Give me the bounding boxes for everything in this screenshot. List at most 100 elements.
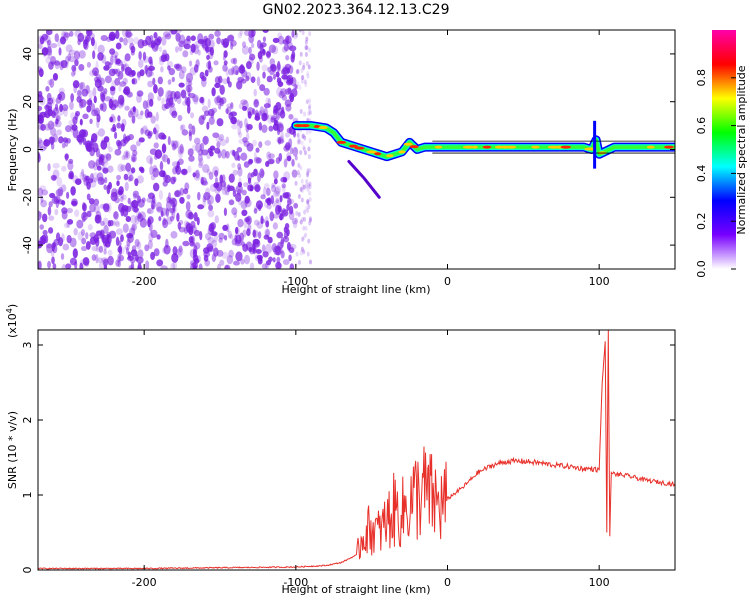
noise-blob xyxy=(255,248,262,254)
noise-blob xyxy=(58,237,64,247)
noise-blob xyxy=(99,103,104,112)
noise-blob xyxy=(147,111,153,118)
noise-blob xyxy=(204,259,211,267)
noise-blob xyxy=(115,188,122,198)
noise-blob xyxy=(264,228,271,238)
noise-blob xyxy=(240,258,245,265)
x-tick-label: 100 xyxy=(589,576,610,589)
noise-blob xyxy=(303,79,307,85)
noise-blob xyxy=(59,103,64,113)
noise-blob xyxy=(225,67,229,76)
noise-blob xyxy=(88,198,95,205)
noise-blob xyxy=(175,32,181,42)
noise-blob xyxy=(70,186,76,196)
noise-blob xyxy=(108,98,114,109)
noise-blob xyxy=(152,77,156,86)
noise-blob xyxy=(38,152,41,163)
noise-blob xyxy=(77,32,85,43)
noise-blob xyxy=(86,210,92,218)
noise-blob xyxy=(97,176,105,186)
noise-blob xyxy=(195,169,200,179)
ridge-peak xyxy=(398,150,406,154)
noise-blob xyxy=(192,265,197,269)
noise-blob xyxy=(115,42,122,50)
noise-blob xyxy=(110,55,114,66)
noise-blob xyxy=(54,103,59,111)
noise-blob xyxy=(48,136,56,144)
noise-blob xyxy=(91,133,98,143)
noise-blob xyxy=(92,177,97,183)
noise-blob xyxy=(130,144,137,152)
noise-blob xyxy=(193,258,200,264)
noise-blob xyxy=(240,78,247,84)
noise-blob xyxy=(52,162,60,169)
noise-blob xyxy=(119,196,124,203)
noise-blob xyxy=(137,38,145,49)
noise-blob xyxy=(260,170,265,177)
noise-blob xyxy=(227,230,232,239)
noise-blob xyxy=(236,80,243,90)
noise-blob xyxy=(256,61,260,71)
noise-blob xyxy=(162,31,171,38)
noise-blob xyxy=(305,129,309,135)
noise-blob xyxy=(214,76,221,85)
noise-blob xyxy=(39,36,45,45)
noise-blob xyxy=(148,239,153,250)
noise-blob xyxy=(194,40,201,49)
noise-blob xyxy=(146,208,154,215)
noise-blob xyxy=(136,93,142,103)
noise-blob xyxy=(215,136,223,143)
noise-blob xyxy=(256,39,262,49)
noise-blob xyxy=(250,76,256,83)
noise-blob xyxy=(171,111,178,117)
noise-blob xyxy=(206,54,210,61)
noise-blob xyxy=(124,105,130,111)
noise-blob xyxy=(203,191,211,201)
noise-blob xyxy=(296,170,300,176)
noise-blob xyxy=(123,86,130,94)
noise-blob xyxy=(123,37,128,46)
noise-blob xyxy=(106,234,110,244)
noise-blob xyxy=(177,221,182,230)
noise-blob xyxy=(58,136,64,144)
noise-blob xyxy=(231,238,238,246)
noise-blob xyxy=(169,215,174,222)
noise-blob xyxy=(171,76,175,83)
noise-blob xyxy=(162,170,166,178)
noise-blob xyxy=(201,75,207,82)
noise-blob xyxy=(41,46,48,56)
noise-blob xyxy=(294,217,298,223)
noise-blob xyxy=(41,213,48,223)
noise-blob xyxy=(161,170,167,178)
noise-blob xyxy=(53,195,61,204)
noise-blob xyxy=(47,260,51,269)
noise-blob xyxy=(96,172,104,182)
noise-blob xyxy=(274,185,282,194)
noise-blob xyxy=(266,197,272,206)
noise-blob xyxy=(156,259,164,267)
noise-blob xyxy=(261,112,268,122)
noise-blob xyxy=(305,99,309,105)
noise-blob xyxy=(308,190,312,196)
noise-blob xyxy=(260,42,267,48)
noise-blob xyxy=(193,212,198,222)
noise-blob xyxy=(197,49,201,56)
noise-blob xyxy=(169,106,177,117)
noise-blob xyxy=(207,209,215,218)
noise-blob xyxy=(231,207,238,216)
noise-blob xyxy=(100,139,108,150)
noise-blob xyxy=(77,231,84,241)
noise-blob xyxy=(66,207,73,214)
noise-blob xyxy=(302,133,306,139)
noise-blob xyxy=(128,265,134,269)
x-tick-label: 100 xyxy=(589,275,610,288)
noise-blob xyxy=(303,111,307,117)
noise-blob xyxy=(207,199,212,206)
noise-blob xyxy=(293,202,299,209)
noise-blob xyxy=(299,51,303,57)
noise-blob xyxy=(104,176,108,184)
colorbar: 0.0 0.2 0.4 0.6 0.8 Normalized spectral ampl… xyxy=(695,30,748,278)
noise-blob xyxy=(172,201,176,212)
noise-blob xyxy=(214,147,221,154)
